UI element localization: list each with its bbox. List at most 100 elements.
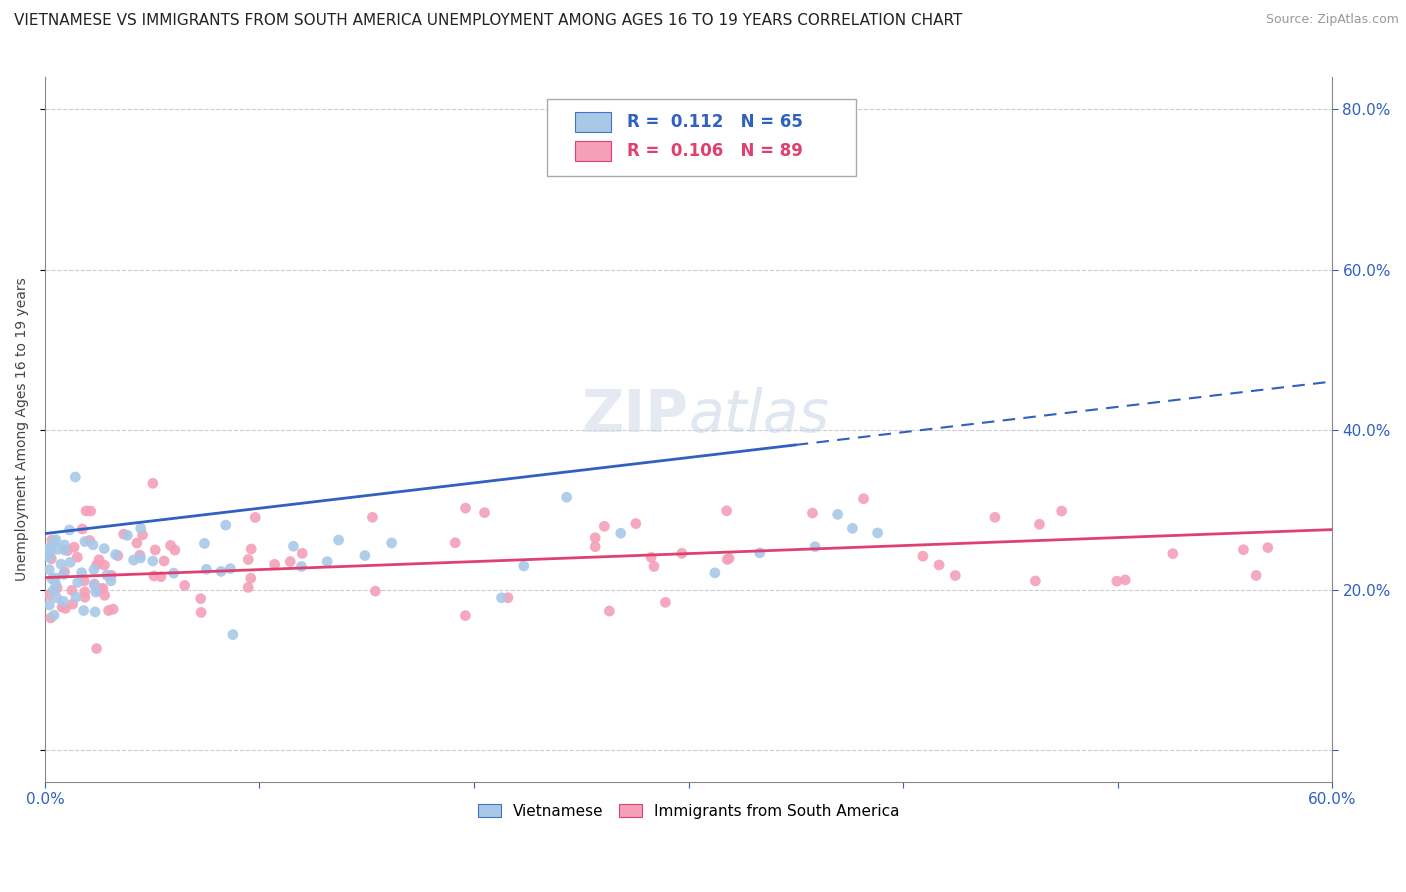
Point xyxy=(163,543,186,558)
Point xyxy=(62,597,84,611)
Point xyxy=(104,548,127,562)
FancyBboxPatch shape xyxy=(547,99,856,176)
Point xyxy=(328,533,350,547)
Text: R =  0.112   N = 65: R = 0.112 N = 65 xyxy=(627,112,803,131)
Point xyxy=(354,549,377,563)
Point xyxy=(654,595,676,609)
Point xyxy=(238,552,260,566)
Point xyxy=(928,558,950,572)
Point xyxy=(361,510,384,524)
Point xyxy=(801,506,824,520)
Point xyxy=(474,506,496,520)
Point xyxy=(39,611,62,625)
Point xyxy=(42,583,65,598)
Point xyxy=(1232,542,1254,557)
Point xyxy=(41,552,63,566)
Point xyxy=(381,536,404,550)
Point xyxy=(83,578,105,592)
Point xyxy=(943,568,966,582)
Point xyxy=(718,551,741,566)
Point xyxy=(131,528,153,542)
Text: Source: ZipAtlas.com: Source: ZipAtlas.com xyxy=(1265,13,1399,27)
Point xyxy=(142,554,165,568)
Point xyxy=(454,608,477,623)
Point xyxy=(93,558,115,573)
Point xyxy=(142,476,165,491)
Point xyxy=(38,598,60,612)
Point xyxy=(56,543,79,558)
Point xyxy=(117,528,139,542)
Point xyxy=(640,550,662,565)
Point xyxy=(45,577,67,591)
Point xyxy=(609,526,631,541)
Point xyxy=(53,538,76,552)
Point xyxy=(66,575,89,590)
Point xyxy=(38,541,60,556)
Point xyxy=(222,627,245,641)
Point xyxy=(112,527,135,541)
Point xyxy=(53,565,76,579)
Point xyxy=(238,581,260,595)
Point xyxy=(45,591,67,605)
Point xyxy=(1024,574,1046,588)
Point xyxy=(583,531,606,545)
Point xyxy=(97,603,120,617)
Point xyxy=(827,508,849,522)
FancyBboxPatch shape xyxy=(575,141,612,161)
Point xyxy=(129,521,152,535)
Point xyxy=(240,541,263,556)
Point xyxy=(290,559,312,574)
Point xyxy=(193,536,215,550)
Point xyxy=(278,555,301,569)
Point xyxy=(555,490,578,504)
Point xyxy=(748,546,770,560)
Point xyxy=(39,545,62,559)
Point xyxy=(149,570,172,584)
Point xyxy=(55,601,77,615)
Point xyxy=(87,552,110,566)
Point xyxy=(49,557,72,571)
Point xyxy=(852,491,875,506)
Point xyxy=(866,525,889,540)
Point xyxy=(245,510,267,524)
Point xyxy=(491,591,513,605)
Point xyxy=(215,518,238,533)
Point xyxy=(195,562,218,576)
Point xyxy=(65,590,87,604)
Point xyxy=(598,604,620,618)
Text: R =  0.106   N = 89: R = 0.106 N = 89 xyxy=(627,142,803,160)
Point xyxy=(316,555,339,569)
Point xyxy=(42,535,65,549)
Point xyxy=(496,591,519,605)
Point xyxy=(209,565,232,579)
Point xyxy=(129,551,152,566)
Point xyxy=(671,546,693,560)
Point xyxy=(593,519,616,533)
Point xyxy=(90,582,112,596)
Point xyxy=(58,523,80,537)
Text: VIETNAMESE VS IMMIGRANTS FROM SOUTH AMERICA UNEMPLOYMENT AMONG AGES 16 TO 19 YEA: VIETNAMESE VS IMMIGRANTS FROM SOUTH AMER… xyxy=(14,13,963,29)
Point xyxy=(86,558,108,572)
Point xyxy=(1105,574,1128,589)
Point xyxy=(73,534,96,549)
Point xyxy=(45,533,67,547)
Point xyxy=(190,591,212,606)
Point xyxy=(291,546,314,560)
Point xyxy=(1028,517,1050,532)
Point xyxy=(143,569,166,583)
Point xyxy=(984,510,1007,524)
Point xyxy=(41,572,63,586)
Point xyxy=(79,533,101,548)
Text: ZIP: ZIP xyxy=(582,387,689,444)
Point xyxy=(239,571,262,585)
Point xyxy=(38,541,60,556)
Point xyxy=(65,470,87,484)
Point xyxy=(91,582,114,596)
Point xyxy=(53,543,76,558)
Point xyxy=(190,606,212,620)
Point xyxy=(1257,541,1279,555)
Point xyxy=(1114,573,1136,587)
Point xyxy=(143,543,166,558)
Point xyxy=(159,538,181,552)
Point xyxy=(1161,547,1184,561)
